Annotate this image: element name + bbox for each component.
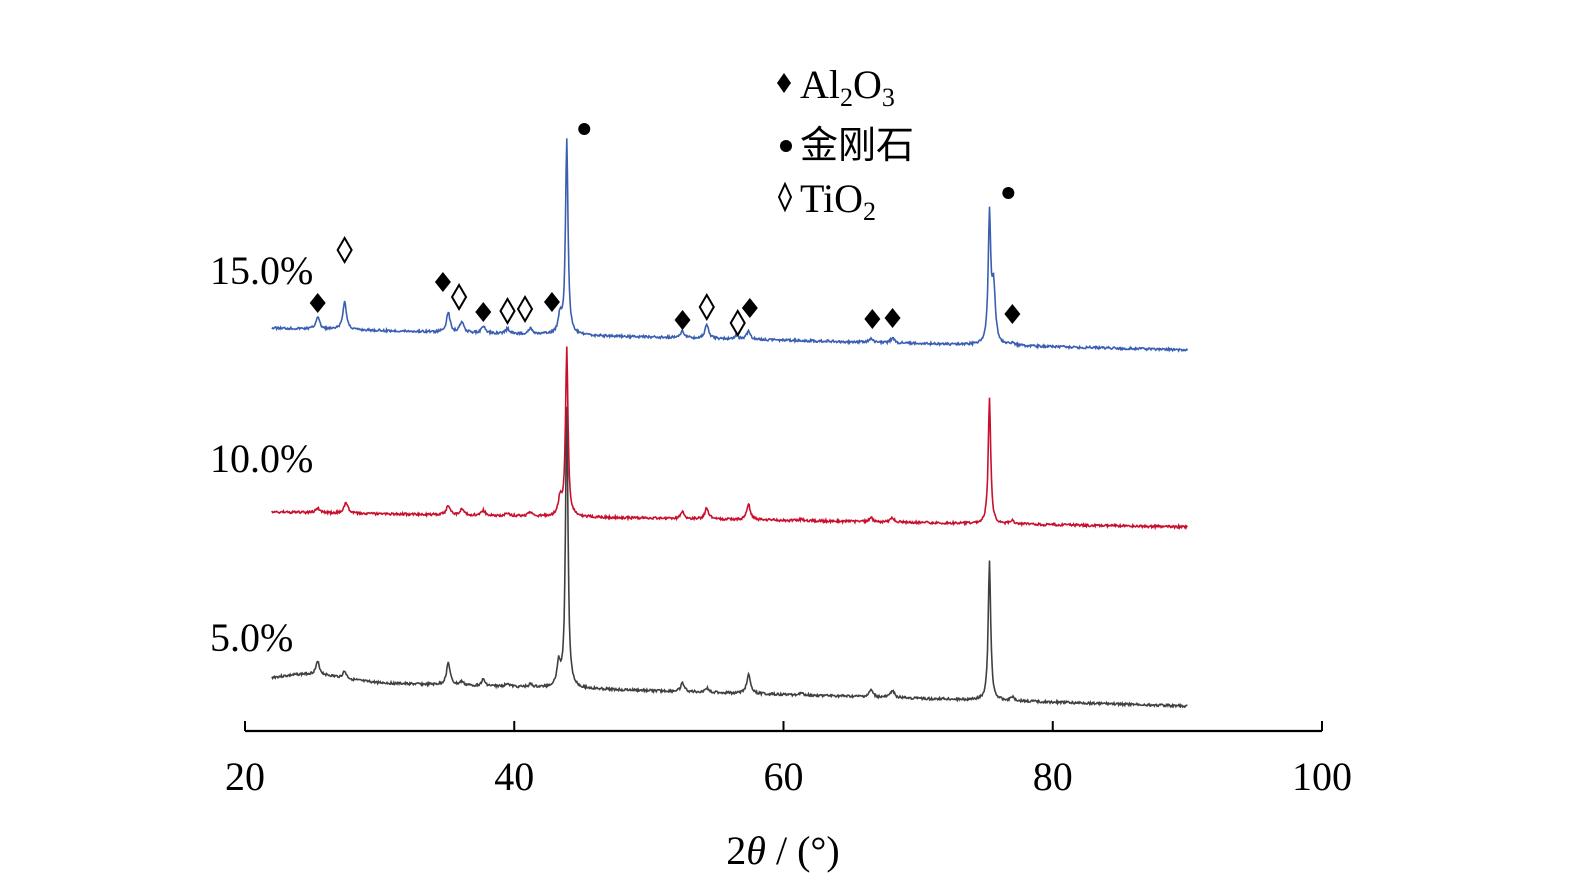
series-label-10: 10.0%	[210, 436, 313, 481]
series-label-5: 5.0%	[210, 615, 293, 660]
x-tick-label: 20	[225, 754, 265, 799]
series-line-5.0%	[271, 406, 1188, 709]
tio2-open-diamond-icon	[516, 295, 534, 323]
al2o3-diamond-icon	[434, 272, 451, 292]
peak-annotations	[309, 123, 1021, 337]
legend: Al2O3 金刚石 TiO2	[777, 62, 914, 226]
series-labels: 15.0% 10.0% 5.0%	[210, 248, 313, 660]
tio2-open-diamond-icon	[499, 297, 516, 325]
x-ticks: 20 40 60 80 100	[225, 721, 1352, 799]
legend-item-diamond: 金刚石	[780, 123, 914, 167]
al2o3-diamond-icon	[674, 310, 691, 330]
al2o3-diamond-icon	[1004, 304, 1021, 324]
diamond-phase-circle-icon	[578, 123, 591, 135]
tio2-open-diamond-icon	[698, 293, 715, 321]
tio2-open-diamond-icon	[729, 309, 746, 337]
legend-item-tio2: TiO2	[777, 176, 876, 226]
series-line-10.0%	[271, 346, 1188, 531]
al2o3-diamond-icon	[864, 309, 881, 329]
legend-item-al2o3: Al2O3	[777, 62, 895, 112]
legend-label-tio2: TiO2	[800, 176, 876, 226]
diamond-phase-circle-icon	[1002, 187, 1015, 199]
al2o3-diamond-icon	[741, 298, 758, 318]
legend-label-diamond: 金刚石	[800, 123, 914, 167]
open-diamond-icon	[777, 181, 793, 213]
series-layer	[271, 138, 1189, 709]
filled-circle-icon	[780, 140, 792, 152]
tio2-open-diamond-icon	[450, 283, 468, 311]
series-label-15: 15.0%	[210, 248, 313, 293]
al2o3-diamond-icon	[543, 292, 560, 312]
x-axis: 20 40 60 80 100	[225, 721, 1352, 799]
x-tick-label: 80	[1033, 754, 1073, 799]
filled-diamond-icon	[777, 73, 791, 93]
x-tick-label: 60	[764, 754, 804, 799]
series-line-15.0%	[271, 138, 1189, 353]
x-tick-label: 100	[1292, 754, 1352, 799]
tio2-open-diamond-icon	[336, 236, 353, 264]
al2o3-diamond-icon	[884, 308, 901, 328]
x-tick-label: 40	[494, 754, 534, 799]
legend-label-al2o3: Al2O3	[800, 62, 895, 112]
x-axis-label: 2θ / (°)	[726, 828, 839, 873]
al2o3-diamond-icon	[475, 302, 492, 322]
al2o3-diamond-icon	[309, 293, 326, 313]
